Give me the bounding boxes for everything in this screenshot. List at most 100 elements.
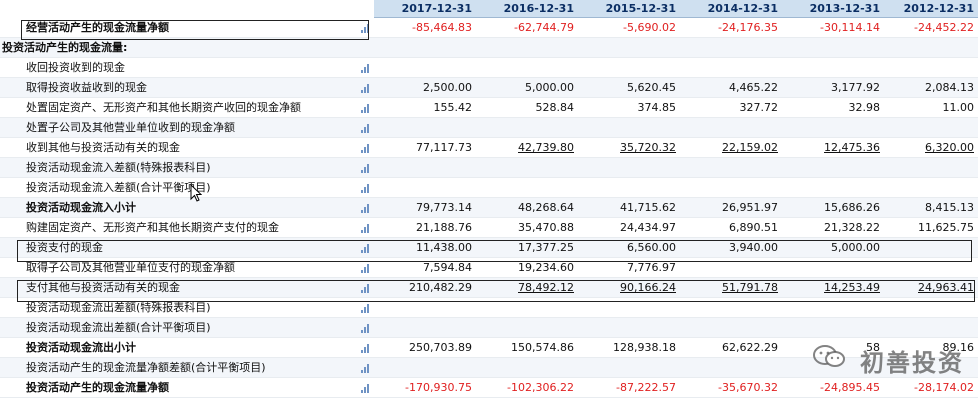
bar-chart-icon[interactable]: [356, 198, 374, 218]
row-label-cash-from-investment-income[interactable]: 取得投资收益收到的现金: [0, 78, 356, 98]
bar-chart-icon[interactable]: [356, 238, 374, 258]
bar-chart-icon[interactable]: [356, 258, 374, 278]
table-cell: [782, 38, 884, 58]
table-cell: 11,438.00: [374, 238, 476, 258]
table-cell: [782, 118, 884, 138]
row-label-investing-net-diff-balance[interactable]: 投资活动产生的现金流量净额差额(合计平衡项目): [0, 358, 356, 378]
row-label-inflow-diff-balance[interactable]: 投资活动现金流入差额(合计平衡项目): [0, 178, 356, 198]
table-cell: [884, 118, 978, 138]
table-cell: [782, 358, 884, 378]
table-cell: [578, 118, 680, 138]
bar-chart-icon[interactable]: [356, 318, 374, 338]
table-cell: [680, 118, 782, 138]
table-cell: 19,234.60: [476, 258, 578, 278]
row-label-operating-net-cash-flow[interactable]: 经营活动产生的现金流量净额: [0, 18, 356, 38]
table-cell: 12,475.36: [782, 138, 884, 158]
row-label-cash-from-investment-recovery[interactable]: 收回投资收到的现金: [0, 58, 356, 78]
row-label-cash-from-fixed-asset-disposal[interactable]: 处置固定资产、无形资产和其他长期资产收回的现金净额: [0, 98, 356, 118]
table-cell: 35,470.88: [476, 218, 578, 238]
row-label-other-investing-cash-paid[interactable]: 支付其他与投资活动有关的现金: [0, 278, 356, 298]
table-cell: 89.16: [884, 338, 978, 358]
table-cell: 5,000.00: [476, 78, 578, 98]
table-cell: 6,890.51: [680, 218, 782, 238]
bar-chart-icon[interactable]: [356, 158, 374, 178]
row-label-cash-paid-investments[interactable]: 投资支付的现金: [0, 238, 356, 258]
table-cell: [476, 358, 578, 378]
table-cell: 32.98: [782, 98, 884, 118]
table-cell: 21,328.22: [782, 218, 884, 238]
bar-chart-icon[interactable]: [356, 18, 374, 38]
row-label-investing-section-header[interactable]: 投资活动产生的现金流量:: [0, 38, 356, 58]
table-cell: [884, 238, 978, 258]
row-label-cash-from-subsidiary-disposal[interactable]: 处置子公司及其他营业单位收到的现金净额: [0, 118, 356, 138]
row-label-outflow-diff-special[interactable]: 投资活动现金流出差额(特殊报表科目): [0, 298, 356, 318]
table-cell: -24,176.35: [680, 18, 782, 38]
table-cell: [884, 258, 978, 278]
row-label-inflow-diff-special[interactable]: 投资活动现金流入差额(特殊报表科目): [0, 158, 356, 178]
table-cell: 374.85: [578, 98, 680, 118]
column-header-2013[interactable]: 2013-12-31: [782, 0, 884, 18]
table-cell: [578, 298, 680, 318]
bar-chart-icon[interactable]: [356, 338, 374, 358]
row-label-investing-net-cash-flow[interactable]: 投资活动产生的现金流量净额: [0, 378, 356, 398]
bar-chart-icon[interactable]: [356, 178, 374, 198]
column-header-2017[interactable]: 2017-12-31: [374, 0, 476, 18]
table-cell: -85,464.83: [374, 18, 476, 38]
bar-chart-icon[interactable]: [356, 58, 374, 78]
bar-chart-icon[interactable]: [356, 278, 374, 298]
row-label-other-investing-cash-received[interactable]: 收到其他与投资活动有关的现金: [0, 138, 356, 158]
bar-chart-icon[interactable]: [356, 358, 374, 378]
table-cell: -28,174.02: [884, 378, 978, 398]
bar-chart-icon[interactable]: [356, 78, 374, 98]
bar-chart-icon: [356, 38, 374, 58]
row-label-cash-paid-subsidiaries[interactable]: 取得子公司及其他营业单位支付的现金净额: [0, 258, 356, 278]
table-cell: 7,776.97: [578, 258, 680, 278]
bar-chart-icon[interactable]: [356, 218, 374, 238]
table-cell: 2,084.13: [884, 78, 978, 98]
header-blank: [0, 0, 356, 18]
bar-chart-icon[interactable]: [356, 298, 374, 318]
row-label-investing-inflow-subtotal[interactable]: 投资活动现金流入小计: [0, 198, 356, 218]
table-cell: -102,306.22: [476, 378, 578, 398]
row-label-outflow-diff-balance[interactable]: 投资活动现金流出差额(合计平衡项目): [0, 318, 356, 338]
table-cell: 2,500.00: [374, 78, 476, 98]
table-cell: 24,434.97: [578, 218, 680, 238]
table-cell: [374, 158, 476, 178]
table-cell: [578, 158, 680, 178]
table-cell: 128,938.18: [578, 338, 680, 358]
table-cell: 62,622.29: [680, 338, 782, 358]
watermark-text: 初善投资: [860, 349, 964, 377]
row-label-cash-paid-fixed-assets[interactable]: 购建固定资产、无形资产和其他长期资产支付的现金: [0, 218, 356, 238]
table-cell: 5,620.45: [578, 78, 680, 98]
table-cell: -87,222.57: [578, 378, 680, 398]
table-cell: [680, 178, 782, 198]
table-cell: 77,117.73: [374, 138, 476, 158]
bar-chart-icon[interactable]: [356, 98, 374, 118]
bar-chart-icon[interactable]: [356, 378, 374, 398]
table-cell: 11.00: [884, 98, 978, 118]
table-cell: 327.72: [680, 98, 782, 118]
bar-chart-icon[interactable]: [356, 138, 374, 158]
table-cell: [884, 298, 978, 318]
table-cell: 6,560.00: [578, 238, 680, 258]
table-cell: 42,739.80: [476, 138, 578, 158]
header-icon-blank: [356, 0, 374, 18]
table-cell: [782, 258, 884, 278]
table-cell: [374, 118, 476, 138]
column-header-2014[interactable]: 2014-12-31: [680, 0, 782, 18]
column-header-2012[interactable]: 2012-12-31: [884, 0, 978, 18]
table-cell: [578, 38, 680, 58]
table-cell: 35,720.32: [578, 138, 680, 158]
table-cell: [884, 158, 978, 178]
table-cell: [476, 178, 578, 198]
wechat-logo-icon: [813, 345, 845, 367]
table-cell: [578, 318, 680, 338]
row-label-investing-outflow-subtotal[interactable]: 投资活动现金流出小计: [0, 338, 356, 358]
table-cell: 528.84: [476, 98, 578, 118]
column-header-2015[interactable]: 2015-12-31: [578, 0, 680, 18]
bar-chart-icon[interactable]: [356, 118, 374, 138]
table-cell: -35,670.32: [680, 378, 782, 398]
column-header-2016[interactable]: 2016-12-31: [476, 0, 578, 18]
table-cell: [476, 298, 578, 318]
